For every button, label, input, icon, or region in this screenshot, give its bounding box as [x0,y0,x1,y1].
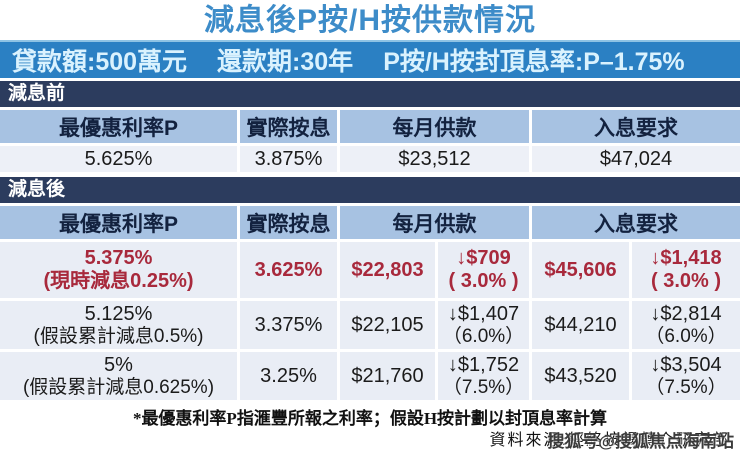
before-monthly-payment: $23,512 [340,146,529,172]
footnote: *最優惠利率P指滙豐所報之利率；假設H按計劃以封頂息率計算 [132,409,608,428]
income-drop-amount: ↓$3,504 [650,353,722,376]
prime-rate-note: (假設累計減息0.625%) [22,376,215,398]
income-requirement-cell: $43,520 [532,352,629,400]
income-drop-percent: ( 3.0% ) [650,270,722,292]
after-header-row: 最優惠利率P 實際按息 每月供款 入息要求 [0,206,740,239]
prime-rate-cell: 5.125% (假設累計減息0.5%) [0,301,237,349]
income-drop-cell: ↓$1,418 ( 3.0% ) [632,242,740,298]
prime-rate-cell: 5% (假設累計減息0.625%) [0,352,237,400]
source-line: 資料來源:經絡按揭轉介研究部 搜狐号@搜狐焦点海南站 [0,430,740,454]
prime-rate-note: (假設累計減息0.5%) [33,325,204,347]
monthly-payment-cell: $22,803 [340,242,435,298]
prime-rate-value: 5.375% [84,247,153,269]
col-header-actual-rate: 實際按息 [240,110,337,143]
repayment-term-label: 還款期:30年 [217,48,354,76]
section-header-after: 減息後 [0,177,740,203]
col-header-prime-rate: 最優惠利率P [0,110,237,143]
income-drop-cell: ↓$3,504 （7.5%） [632,352,740,400]
col-header-actual-rate: 實際按息 [240,206,337,239]
section-header-before: 減息前 [0,81,740,107]
monthly-drop-cell: ↓$709 ( 3.0% ) [438,242,529,298]
params-bar: 貸款額:500萬元 還款期:30年 P按/H按封頂息率:P–1.75% [0,40,740,78]
income-requirement-cell: $44,210 [532,301,629,349]
section-before-rate-cut: 減息前 最優惠利率P 實際按息 每月供款 入息要求 5.625% 3.875% … [0,81,740,172]
income-drop-amount: ↓$2,814 [650,302,722,325]
page-title: 減息後P按/H按供款情況 [203,4,536,37]
prime-rate-value: 5.125% [84,302,153,325]
data-source-label: 資料來源:經絡按揭轉介研究部 [489,432,730,449]
monthly-drop-cell: ↓$1,407 （6.0%） [438,301,529,349]
actual-rate-cell: 3.625% [240,242,337,298]
monthly-drop-cell: ↓$1,752 （7.5%） [438,352,529,400]
after-row-cumulative-0.625: 5% (假設累計減息0.625%) 3.25% $21,760 ↓$1,752 … [0,352,740,400]
monthly-drop-amount: ↓$1,407 [447,302,520,325]
income-requirement-cell: $45,606 [532,242,629,298]
after-row-current-cut: 5.375% (現時減息0.25%) 3.625% $22,803 ↓$709 … [0,242,740,298]
prime-rate-cell: 5.375% (現時減息0.25%) [0,242,237,298]
sohu-watermark: 搜狐号@搜狐焦点海南站 [547,432,734,451]
monthly-payment-cell: $22,105 [340,301,435,349]
monthly-drop-amount: ↓$709 [456,247,511,269]
income-drop-amount: ↓$1,418 [650,247,722,269]
before-prime-rate: 5.625% [0,146,237,172]
income-drop-cell: ↓$2,814 （6.0%） [632,301,740,349]
actual-rate-cell: 3.25% [240,352,337,400]
prime-rate-value: 5% [104,353,133,376]
monthly-drop-amount: ↓$1,752 [447,353,520,376]
income-drop-percent: （6.0%） [645,325,727,347]
col-header-monthly-payment: 每月供款 [340,110,529,143]
income-drop-percent: （7.5%） [645,376,727,398]
before-income-requirement: $47,024 [532,146,740,172]
col-header-prime-rate: 最優惠利率P [0,206,237,239]
section-after-rate-cut: 減息後 最優惠利率P 實際按息 每月供款 入息要求 5.375% (現時減息0.… [0,177,740,400]
before-header-row: 最優惠利率P 實際按息 每月供款 入息要求 [0,110,740,143]
col-header-income-requirement: 入息要求 [532,110,740,143]
monthly-drop-percent: ( 3.0% ) [448,270,519,292]
col-header-income-requirement: 入息要求 [532,206,740,239]
loan-amount-label: 貸款額:500萬元 [12,48,188,76]
monthly-drop-percent: （7.5%） [442,376,525,398]
col-header-monthly-payment: 每月供款 [340,206,529,239]
before-actual-rate: 3.875% [240,146,337,172]
before-data-row: 5.625% 3.875% $23,512 $47,024 [0,146,740,172]
cap-rate-label: P按/H按封頂息率:P–1.75% [383,48,685,76]
prime-rate-note: (現時減息0.25%) [43,270,194,292]
after-row-cumulative-0.5: 5.125% (假設累計減息0.5%) 3.375% $22,105 ↓$1,4… [0,301,740,349]
actual-rate-cell: 3.375% [240,301,337,349]
monthly-drop-percent: （6.0%） [442,325,525,347]
monthly-payment-cell: $21,760 [340,352,435,400]
